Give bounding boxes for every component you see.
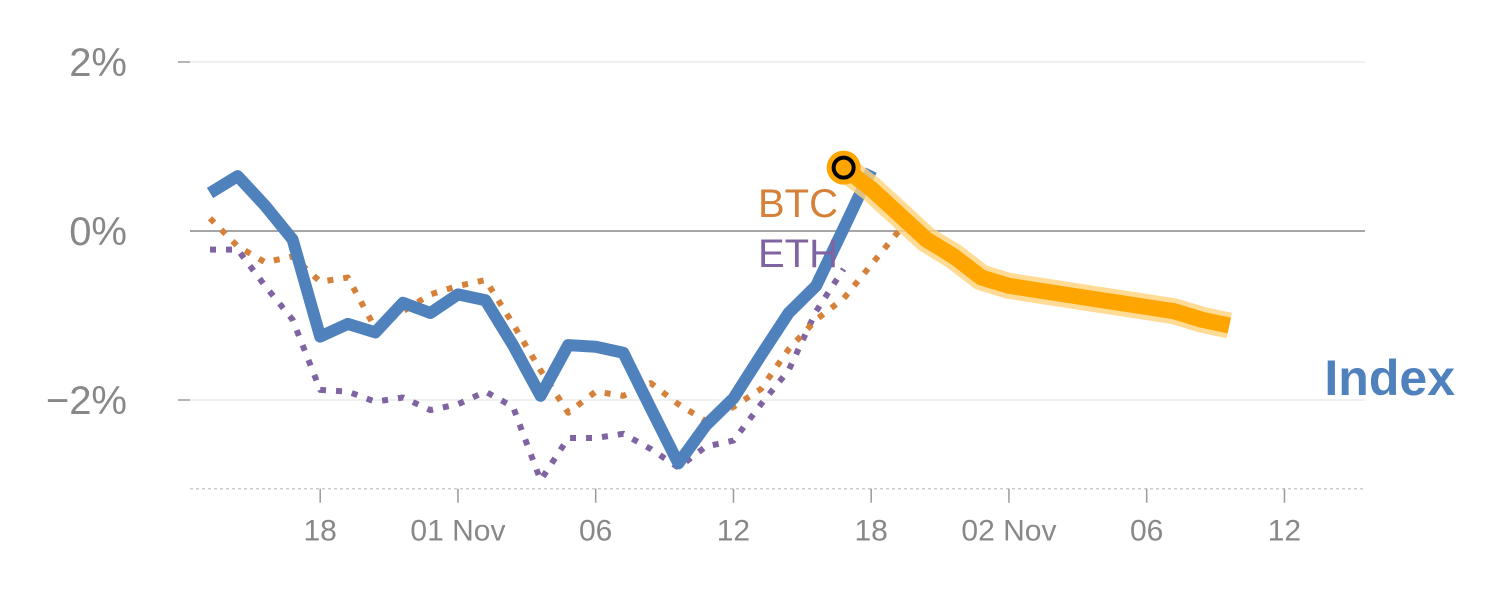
x-tick-label: 02 Nov bbox=[961, 515, 1056, 548]
x-tick-label: 01 Nov bbox=[410, 515, 505, 548]
series-line bbox=[206, 167, 877, 470]
x-tick-label: 18 bbox=[304, 515, 337, 548]
series-line bbox=[838, 161, 1231, 334]
grid-lines bbox=[190, 61, 1365, 401]
y-tick-label: −2% bbox=[46, 379, 127, 423]
series-index-projection bbox=[835, 157, 1233, 339]
marker-layer bbox=[826, 150, 861, 185]
series-label-btc: BTC bbox=[758, 182, 838, 226]
x-tick-label: 12 bbox=[1268, 515, 1301, 548]
series-eth bbox=[210, 246, 847, 484]
series-labels: BTC ETH Index bbox=[758, 182, 1455, 406]
y-tick-label: 2% bbox=[69, 41, 127, 85]
series-label-eth: ETH bbox=[758, 232, 838, 276]
series-line bbox=[210, 246, 847, 484]
series-label-index: Index bbox=[1324, 350, 1455, 406]
marker-ring bbox=[826, 150, 861, 185]
x-tick-label: 06 bbox=[1130, 515, 1163, 548]
y-tick-label: 0% bbox=[69, 210, 127, 254]
series-lines bbox=[206, 157, 1233, 484]
series-line-glow bbox=[835, 157, 1233, 339]
series-index bbox=[206, 167, 877, 470]
marker-point bbox=[831, 155, 856, 180]
x-tick-label: 18 bbox=[855, 515, 888, 548]
x-tick-label: 06 bbox=[579, 515, 612, 548]
axes: 2% 0% −2% 18 01 Nov 06 12 18 02 Nov 06 12 bbox=[46, 41, 1365, 548]
x-tick-label: 12 bbox=[717, 515, 750, 548]
